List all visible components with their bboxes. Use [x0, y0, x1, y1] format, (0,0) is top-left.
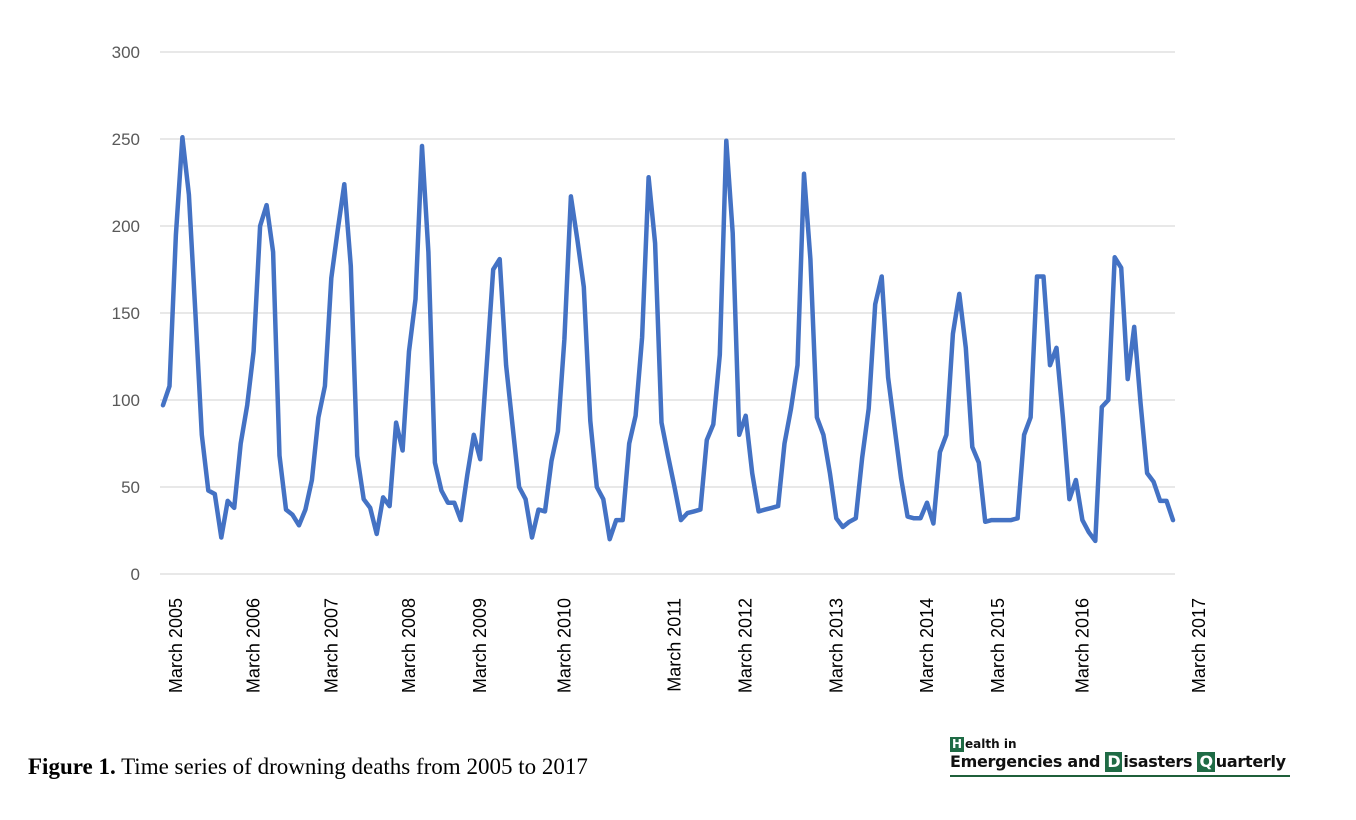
- x-tick-label: March 2006: [244, 598, 264, 693]
- y-tick-label: 250: [112, 130, 140, 149]
- logo-text-health-in: ealth in: [965, 737, 1017, 751]
- y-tick-label: 200: [112, 217, 140, 236]
- logo-cap-q: Q: [1197, 752, 1215, 772]
- x-tick-label: March 2008: [399, 598, 419, 693]
- x-tick-label: March 2005: [166, 598, 186, 693]
- x-tick-label: March 2009: [470, 598, 490, 693]
- x-tick-label: March 2013: [826, 598, 846, 693]
- x-tick-label: March 2007: [321, 598, 341, 693]
- y-tick-label: 150: [112, 304, 140, 323]
- x-tick-label: March 2015: [988, 598, 1008, 693]
- logo-cap-d: D: [1105, 752, 1123, 772]
- x-tick-label: March 2017: [1189, 598, 1209, 693]
- logo-text-emergencies: Emergencies and: [950, 752, 1106, 771]
- x-tick-label: March 2012: [736, 598, 756, 693]
- series-line-layer: [160, 135, 1176, 544]
- x-tick-label: March 2014: [917, 598, 937, 693]
- logo-text-disasters: isasters: [1123, 752, 1198, 771]
- y-axis-tick-labels: 0 50 100 150 200 250 300: [112, 43, 140, 584]
- x-axis-tick-labels: March 2005 March 2006 March 2007 March 2008…: [166, 598, 1209, 693]
- logo-underline: [950, 775, 1290, 777]
- logo-text-quarterly: uarterly: [1215, 752, 1286, 771]
- logo-cap-h: H: [950, 737, 965, 752]
- y-tick-label: 0: [131, 565, 140, 584]
- x-tick-label: March 2016: [1072, 598, 1092, 693]
- y-tick-label: 50: [121, 478, 140, 497]
- figure-caption-text: Time series of drowning deaths from 2005…: [115, 754, 588, 779]
- y-tick-label: 100: [112, 391, 140, 410]
- x-tick-label: March 2010: [554, 598, 574, 693]
- x-tick-label: March 2011: [664, 598, 684, 692]
- figure-caption: Figure 1. Time series of drowning deaths…: [28, 754, 588, 780]
- figure-caption-label: Figure 1.: [28, 754, 116, 779]
- y-tick-label: 300: [112, 43, 140, 62]
- series-line: [160, 135, 1176, 544]
- gridlines: [160, 51, 1175, 575]
